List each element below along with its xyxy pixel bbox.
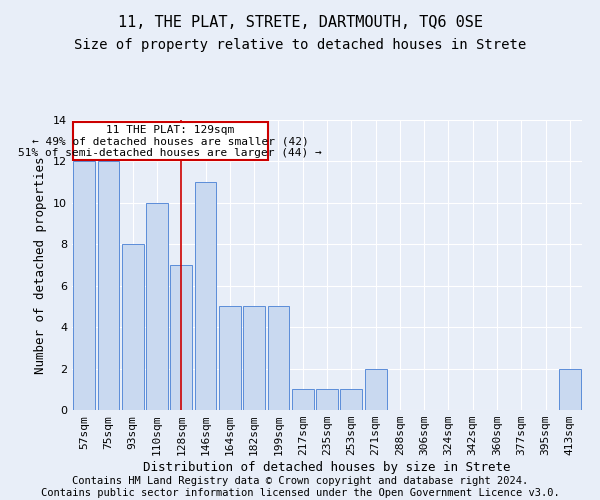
Bar bbox=[146, 203, 168, 410]
Bar bbox=[268, 306, 289, 410]
Bar bbox=[316, 390, 338, 410]
Bar bbox=[122, 244, 143, 410]
Bar bbox=[559, 368, 581, 410]
Text: Contains HM Land Registry data © Crown copyright and database right 2024.
Contai: Contains HM Land Registry data © Crown c… bbox=[41, 476, 559, 498]
Text: 11 THE PLAT: 129sqm
← 49% of detached houses are smaller (42)
51% of semi-detach: 11 THE PLAT: 129sqm ← 49% of detached ho… bbox=[19, 124, 322, 158]
FancyBboxPatch shape bbox=[73, 122, 268, 160]
Text: Size of property relative to detached houses in Strete: Size of property relative to detached ho… bbox=[74, 38, 526, 52]
Bar bbox=[97, 162, 119, 410]
Bar bbox=[73, 162, 95, 410]
X-axis label: Distribution of detached houses by size in Strete: Distribution of detached houses by size … bbox=[143, 461, 511, 474]
Y-axis label: Number of detached properties: Number of detached properties bbox=[34, 156, 47, 374]
Bar bbox=[340, 390, 362, 410]
Text: 11, THE PLAT, STRETE, DARTMOUTH, TQ6 0SE: 11, THE PLAT, STRETE, DARTMOUTH, TQ6 0SE bbox=[118, 15, 482, 30]
Bar bbox=[194, 182, 217, 410]
Bar bbox=[243, 306, 265, 410]
Bar bbox=[365, 368, 386, 410]
Bar bbox=[219, 306, 241, 410]
Bar bbox=[292, 390, 314, 410]
Bar bbox=[170, 265, 192, 410]
